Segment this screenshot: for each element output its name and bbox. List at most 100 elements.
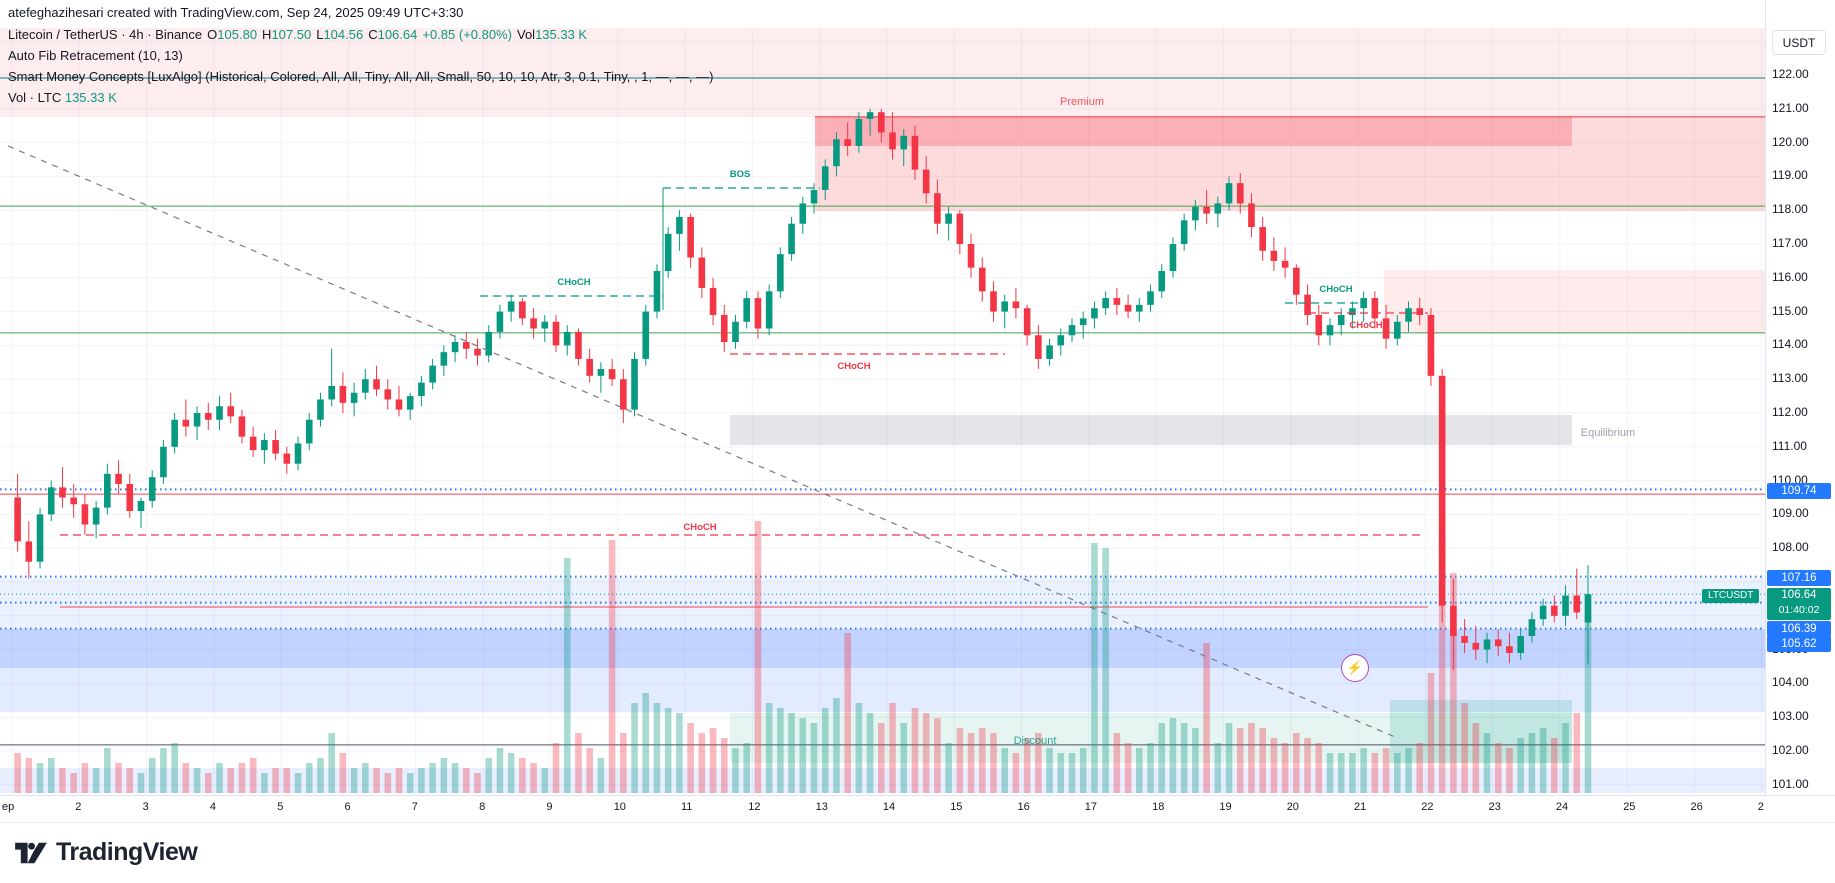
candle-body	[317, 399, 324, 420]
candle-body	[126, 483, 134, 512]
candle-body	[384, 389, 392, 400]
premium-label: Premium	[1060, 96, 1104, 108]
candle-body	[1102, 298, 1109, 309]
candle-body	[530, 318, 537, 329]
price-tick-label: 111.00	[1772, 438, 1807, 453]
candle-body	[1337, 314, 1345, 326]
symbol-title[interactable]: Litecoin / TetherUS · 4h · Binance	[8, 27, 203, 42]
volume-bar	[586, 748, 593, 793]
candle-body	[631, 358, 638, 410]
symbol-price-tag: LTCUSDT	[1702, 589, 1760, 603]
candle-body	[1136, 304, 1143, 312]
volume-bar	[1147, 743, 1154, 793]
volume-label: Vol	[516, 27, 536, 42]
fib-zone-bottom	[0, 768, 1765, 793]
candle-body	[978, 267, 986, 292]
volume-bar	[855, 703, 863, 793]
volume-bar	[36, 763, 44, 793]
candle-body	[1113, 298, 1121, 305]
fib-level-price-label: 105.62	[1767, 636, 1831, 652]
candle-body	[844, 139, 851, 146]
indicator-auto-fib[interactable]: Auto Fib Retracement (10, 13)	[8, 48, 183, 63]
volume-bar	[597, 758, 605, 793]
volume-bar	[664, 708, 672, 793]
candle-body	[1427, 314, 1435, 376]
candle-body	[92, 507, 100, 525]
volume-bar	[395, 768, 403, 793]
candle-body	[743, 298, 751, 322]
candle-body	[1483, 639, 1491, 650]
candle-body	[1304, 294, 1311, 315]
candle-body	[833, 139, 840, 167]
candle-body	[1393, 321, 1401, 339]
volume-bar	[1293, 733, 1300, 793]
price-tick-label: 104.00	[1772, 675, 1809, 690]
candlestick-series	[14, 108, 1592, 670]
indicator-volume[interactable]: Vol · LTC 135.33 K	[8, 87, 713, 108]
legend-symbol-row[interactable]: Litecoin / TetherUS · 4h · Binance O105.8…	[8, 24, 713, 45]
premium-zone	[0, 28, 1765, 117]
volume-bar	[687, 723, 694, 793]
volume-bar	[563, 558, 571, 793]
time-tick-label: 11	[681, 801, 693, 813]
volume-bar	[1382, 748, 1390, 793]
candle-body	[227, 406, 235, 417]
volume-bar	[889, 703, 896, 793]
volume-bar	[283, 768, 291, 793]
candle-body	[732, 321, 739, 343]
volume-bar	[732, 748, 739, 793]
choch-label: CHoCH	[683, 522, 716, 533]
candle-body	[1169, 244, 1177, 272]
candle-body	[1068, 325, 1076, 336]
time-axis[interactable]: ep 2 3 4 5 6 7 8 9 10 11 12 13 14 15 16 17 18 19 20 21 22 23 24…	[0, 795, 1835, 823]
ohlc-h: H107.50	[262, 27, 312, 42]
fib-zone-dark	[0, 629, 1765, 668]
candle-body	[1584, 594, 1592, 623]
candle-body	[47, 487, 55, 515]
price-tick-label: 122.00	[1772, 67, 1809, 81]
volume-bar	[552, 743, 560, 793]
volume-series	[14, 521, 1592, 793]
volume-bar	[418, 768, 425, 793]
candle-body	[990, 291, 997, 312]
indicator-smart-money-concepts[interactable]: Smart Money Concepts [LuxAlgo] (Historic…	[8, 69, 714, 84]
candle-body	[25, 541, 33, 562]
volume-bar	[384, 773, 392, 793]
volume-bar	[328, 733, 335, 793]
volume-bar	[1539, 728, 1547, 793]
candle-body	[328, 385, 335, 400]
volume-bar	[1494, 743, 1502, 793]
candle-body	[945, 213, 952, 224]
flash-event-icon[interactable]: ⚡	[1341, 654, 1369, 682]
candle-body	[1360, 298, 1367, 309]
volume-bar	[137, 773, 145, 793]
candle-body	[575, 331, 582, 359]
volume-bar	[1124, 743, 1132, 793]
candle-body	[1236, 183, 1244, 204]
candle-body	[709, 287, 717, 315]
candle-body	[204, 413, 212, 420]
volume-bar	[70, 773, 77, 793]
candle-body	[14, 497, 21, 542]
tradingview-logo[interactable]: TradingView	[14, 838, 198, 867]
volume-bar	[1270, 738, 1278, 793]
candle-body	[1023, 308, 1031, 336]
candle-body	[754, 298, 762, 329]
candle-body	[1203, 206, 1210, 214]
price-axis[interactable]: 101.00102.00103.00104.00105.00106.00107.…	[1765, 0, 1835, 795]
currency-toggle-button[interactable]: USDT	[1772, 30, 1826, 55]
volume-bar	[1349, 753, 1356, 793]
volume-bar	[485, 758, 493, 793]
candle-body	[362, 379, 369, 393]
candle-body	[1259, 227, 1266, 251]
volume-bar	[1483, 733, 1491, 793]
volume-bar	[541, 768, 549, 793]
volume-bar	[1136, 748, 1143, 793]
candle-body	[889, 132, 896, 150]
volume-bar	[911, 708, 919, 793]
volume-bar	[631, 703, 638, 793]
candle-body	[664, 233, 672, 272]
volume-bar	[956, 728, 964, 793]
candle-body	[1494, 639, 1502, 647]
